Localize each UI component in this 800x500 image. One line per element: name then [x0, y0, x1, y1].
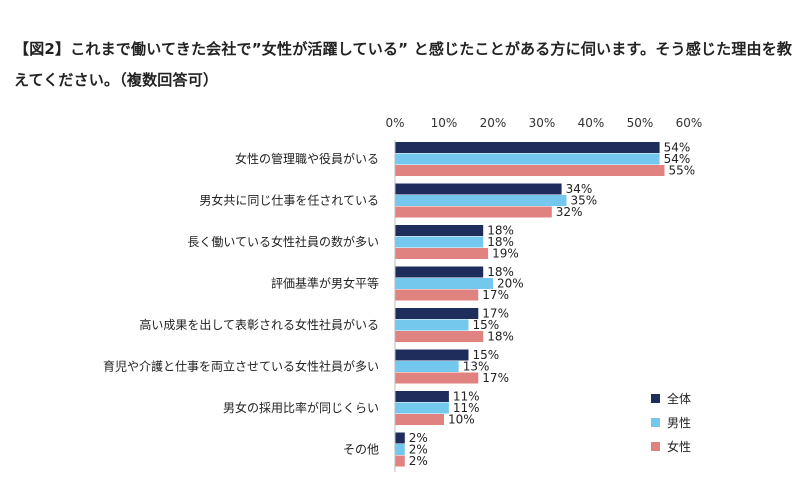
category-label: 育児や介護と仕事を両立させている女性社員が多い — [103, 359, 379, 374]
value-label: 34% — [566, 182, 593, 196]
legend-swatch — [651, 442, 660, 451]
value-label: 35% — [571, 194, 598, 208]
bar-女性 — [395, 331, 484, 342]
x-axis-ticks: 0% 10% 20% 30% 40% 50% 60% — [385, 116, 702, 130]
value-label: 17% — [482, 288, 509, 302]
bar-女性 — [395, 165, 665, 176]
category-label: 長く働いている女性社員の数が多い — [187, 234, 379, 249]
legend-label: 女性 — [667, 439, 691, 454]
value-label: 54% — [664, 141, 691, 155]
chart-title: 【図2】これまで働いてきた会社で”女性が活躍している” と感じたことがある方に伺… — [14, 40, 793, 89]
bar-男性 — [395, 278, 493, 289]
x-tick-label: 0% — [385, 116, 404, 130]
bar-男性 — [395, 195, 567, 206]
legend-label: 男性 — [667, 416, 691, 430]
value-label: 11% — [453, 401, 480, 415]
category-label: 高い成果を出して表彰される女性社員がいる — [139, 317, 379, 332]
x-tick-label: 40% — [578, 116, 605, 130]
value-labels: 54%54%55%34%35%32%18%18%19%18%20%17%17%1… — [409, 141, 695, 469]
value-label: 15% — [473, 348, 500, 362]
category-label: 評価基準が男女平等 — [271, 276, 379, 291]
value-label: 18% — [487, 224, 514, 238]
category-label: 女性の管理職や役員がいる — [235, 151, 379, 166]
value-label: 17% — [482, 371, 509, 385]
bar-女性 — [395, 414, 444, 425]
bar-男性 — [395, 361, 459, 372]
bar-女性 — [395, 248, 489, 259]
bar-全体 — [395, 142, 660, 153]
x-tick-label: 20% — [480, 116, 507, 130]
category-label: 男女の採用比率が同じくらい — [223, 400, 379, 415]
x-tick-label: 50% — [627, 116, 654, 130]
bar-女性 — [395, 372, 479, 384]
bar-全体 — [395, 349, 469, 361]
value-label: 2% — [409, 443, 428, 457]
legend-label: 全体 — [667, 391, 691, 406]
bar-男性 — [395, 402, 449, 414]
value-label: 11% — [453, 390, 480, 404]
value-label: 19% — [492, 247, 519, 261]
legend-swatch — [651, 394, 660, 403]
bar-全体 — [395, 266, 484, 278]
value-label: 17% — [482, 307, 509, 321]
value-label: 20% — [497, 277, 524, 291]
value-label: 2% — [409, 454, 428, 468]
bar-全体 — [395, 183, 562, 195]
x-tick-label: 30% — [529, 116, 556, 130]
x-tick-label: 10% — [431, 116, 458, 130]
value-label: 18% — [487, 330, 514, 344]
value-label: 54% — [664, 152, 691, 166]
bar-男性 — [395, 444, 405, 455]
bar-男性 — [395, 153, 660, 165]
bar-全体 — [395, 308, 479, 319]
bar-全体 — [395, 391, 449, 402]
value-label: 15% — [473, 318, 500, 332]
bar-全体 — [395, 225, 484, 236]
bar-女性 — [395, 289, 479, 301]
bar-全体 — [395, 432, 405, 444]
bars — [395, 142, 665, 467]
legend-swatch — [651, 418, 660, 427]
category-label: 男女共に同じ仕事を任されている — [199, 193, 379, 208]
value-label: 13% — [463, 360, 490, 374]
category-labels: 女性の管理職や役員がいる男女共に同じ仕事を任されている長く働いている女性社員の数… — [103, 151, 379, 457]
x-tick-label: 60% — [676, 116, 703, 130]
value-label: 55% — [669, 164, 696, 178]
bar-男性 — [395, 236, 484, 248]
category-label: その他 — [343, 443, 379, 457]
bar-男性 — [395, 319, 469, 331]
value-label: 18% — [487, 235, 514, 249]
value-label: 10% — [448, 413, 475, 427]
value-label: 2% — [409, 431, 428, 445]
bar-女性 — [395, 206, 552, 218]
bar-女性 — [395, 455, 405, 467]
value-label: 18% — [487, 265, 514, 279]
value-label: 32% — [556, 205, 583, 219]
